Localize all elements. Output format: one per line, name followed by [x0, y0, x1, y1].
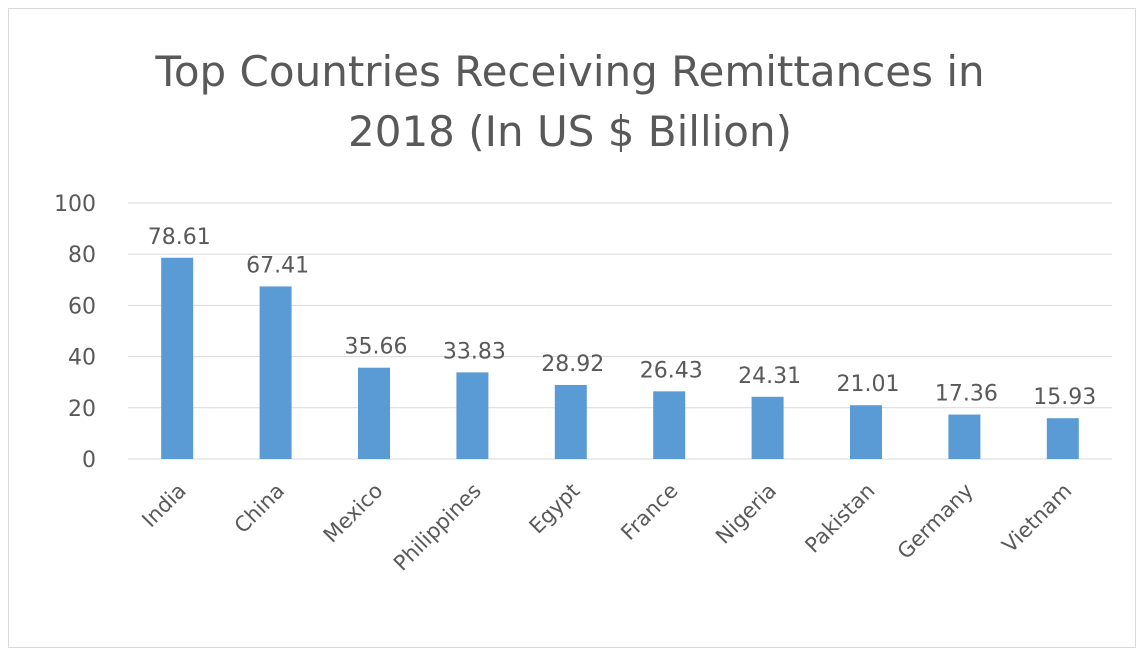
category-label-philippines: Philippines [389, 479, 486, 576]
bar-nigeria [751, 396, 784, 459]
category-label-nigeria: Nigeria [711, 479, 781, 549]
bar-india [161, 257, 194, 459]
y-axis: 0 20 40 60 80 100 [54, 192, 96, 473]
category-label-egypt: Egypt [525, 479, 585, 539]
data-label-france: 26.43 [640, 358, 703, 383]
y-tick-label: 100 [54, 192, 96, 217]
bar-egypt [554, 384, 587, 459]
y-tick-label: 0 [82, 448, 96, 473]
data-labels: 78.61 67.41 35.66 33.83 28.92 26.43 24.31 21.01… [148, 225, 1097, 410]
bars [161, 257, 1079, 459]
bar-philippines [456, 372, 489, 459]
data-label-vietnam: 15.93 [1033, 385, 1096, 410]
chart-frame [8, 8, 1136, 648]
bar-china [259, 286, 292, 459]
category-label-vietnam: Vietnam [997, 479, 1076, 558]
x-axis: India China Mexico Philippines Egypt France Ni… [137, 479, 1076, 576]
bar-vietnam [1046, 418, 1079, 459]
category-label-germany: Germany [893, 479, 978, 564]
data-label-mexico: 35.66 [345, 335, 408, 360]
y-tick-label: 80 [68, 243, 96, 268]
category-label-pakistan: Pakistan [800, 479, 879, 558]
chart-title: Top Countries Receiving Remittances in 2… [0, 42, 1140, 162]
y-tick-label: 60 [68, 294, 96, 319]
data-label-nigeria: 24.31 [738, 364, 801, 389]
chart-title-line-2: 2018 (In US $ Billion) [348, 107, 792, 156]
y-tick-label: 20 [68, 397, 96, 422]
data-label-india: 78.61 [148, 225, 211, 250]
bar-mexico [358, 367, 390, 459]
category-label-france: France [616, 479, 682, 545]
bar-france [653, 391, 686, 459]
data-label-china: 67.41 [246, 253, 309, 278]
category-label-mexico: Mexico [319, 479, 388, 548]
gridlines [128, 202, 1112, 460]
bar-germany [948, 414, 981, 459]
category-label-china: China [230, 479, 289, 538]
data-label-germany: 17.36 [935, 382, 998, 407]
data-label-pakistan: 21.01 [837, 372, 900, 397]
data-label-egypt: 28.92 [541, 352, 604, 377]
category-label-india: India [137, 479, 190, 532]
data-label-philippines: 33.83 [443, 339, 506, 364]
bar-pakistan [850, 405, 882, 459]
chart-title-line-1: Top Countries Receiving Remittances in [155, 47, 985, 96]
y-tick-label: 40 [68, 346, 96, 371]
